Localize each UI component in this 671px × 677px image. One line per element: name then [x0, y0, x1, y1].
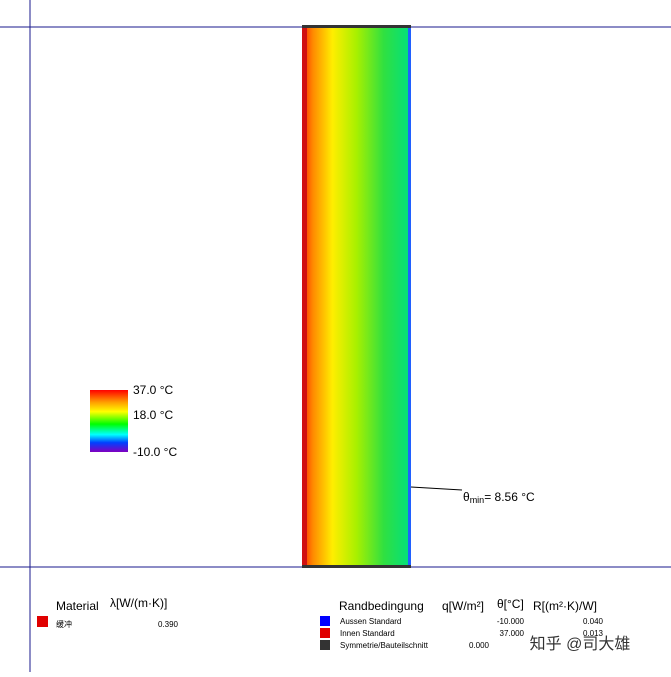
column-header: λ[W/(m·K)]: [110, 596, 167, 610]
wall-edge: [408, 26, 411, 567]
cell: 0.013: [583, 629, 604, 638]
scale-label: -10.0 °C: [133, 445, 177, 459]
swatch: [320, 640, 330, 650]
watermark: 知乎 @司大雄: [530, 635, 631, 653]
material-title: Material: [56, 599, 99, 613]
column-header: R[(m²·K)/W]: [533, 599, 597, 613]
color-scale: [90, 390, 128, 452]
swatch: [320, 616, 330, 626]
wall-border: [302, 25, 411, 28]
wall-border: [302, 565, 411, 568]
cell: 0.000: [469, 641, 490, 650]
subscript: min: [470, 495, 485, 505]
cell: 缓冲: [56, 619, 72, 629]
minimum-value: = 8.56 °C: [484, 490, 535, 504]
cell: Aussen Standard: [340, 617, 401, 626]
scale-label: 37.0 °C: [133, 383, 173, 397]
cell: Innen Standard: [340, 629, 395, 638]
cell: 0.390: [158, 620, 179, 629]
cell: -10.000: [497, 617, 525, 626]
boundary-rows: Aussen Standard -10.000 0.040 Innen Standar…: [340, 617, 604, 650]
swatch: [37, 616, 48, 627]
swatch: [320, 628, 330, 638]
scale-label: 18.0 °C: [133, 408, 173, 422]
column-header: θ[°C]: [497, 597, 524, 611]
cell: Symmetrie/Bauteilschnitt: [340, 641, 429, 650]
wall-edge: [302, 26, 307, 567]
boundary-title: Randbedingung: [339, 599, 424, 613]
minimum-label: θmin= 8.56 °C: [463, 490, 535, 505]
cell: 37.000: [500, 629, 525, 638]
cell: 0.040: [583, 617, 604, 626]
symbol: θ: [463, 490, 470, 504]
wall: [302, 26, 411, 567]
column-header: q[W/m²]: [442, 599, 484, 613]
pointer: [410, 486, 463, 491]
